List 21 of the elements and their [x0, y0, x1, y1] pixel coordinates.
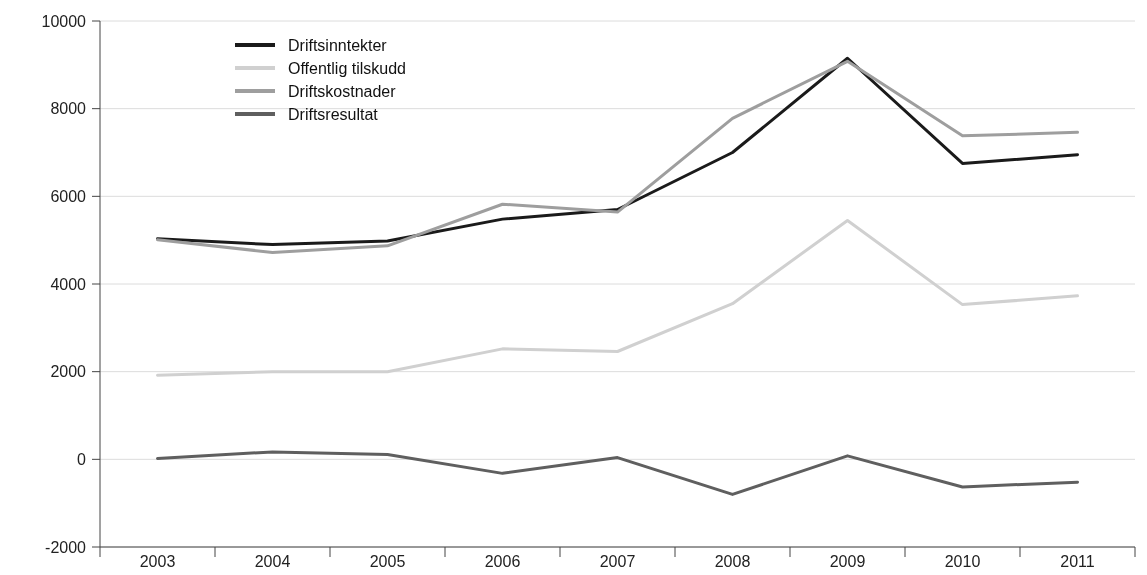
x-tick-label: 2010 — [944, 553, 981, 570]
y-tick-label: 2000 — [50, 363, 87, 381]
x-tick-label: 2007 — [599, 553, 636, 570]
legend-label: Offentlig tilskudd — [288, 59, 406, 77]
legend-label: Driftsresultat — [288, 105, 379, 123]
y-tick-label: 4000 — [50, 275, 87, 293]
y-tick-label: 10000 — [41, 12, 87, 30]
line-series — [156, 450, 1079, 496]
y-tick-label: -2000 — [45, 538, 87, 556]
x-tick-label: 2003 — [139, 553, 176, 570]
y-tick-label: 6000 — [50, 187, 87, 205]
x-tick-label: 2006 — [484, 553, 521, 570]
y-tick-label: 0 — [77, 450, 87, 468]
y-tick-label: 8000 — [50, 100, 87, 118]
legend-label: Driftskostnader — [288, 82, 397, 100]
x-tick-label: 2005 — [369, 553, 406, 570]
x-tick-label: 2008 — [714, 553, 751, 570]
x-tick-label: 2009 — [829, 553, 866, 570]
x-tick-label: 2004 — [254, 553, 291, 570]
x-tick-label: 2011 — [1060, 553, 1095, 570]
legend-label: Driftsinntekter — [288, 36, 388, 54]
